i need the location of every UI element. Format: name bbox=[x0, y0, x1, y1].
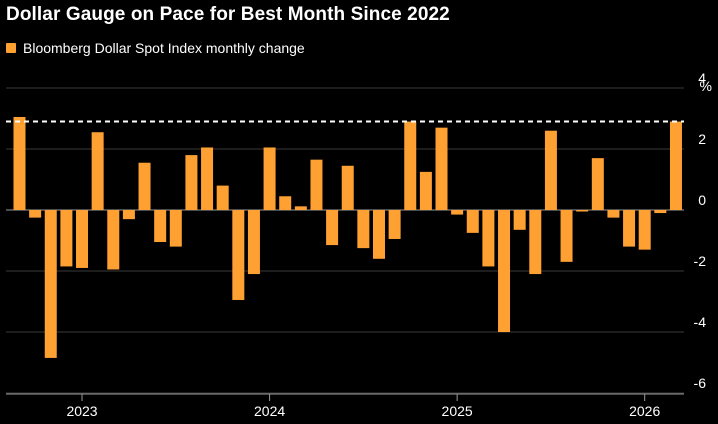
bar bbox=[498, 210, 511, 332]
bar bbox=[232, 210, 245, 300]
bar bbox=[623, 210, 636, 247]
bar bbox=[576, 210, 589, 212]
bar bbox=[669, 121, 682, 210]
bar bbox=[247, 210, 260, 275]
x-tick-label: 2026 bbox=[629, 403, 660, 419]
bar bbox=[138, 162, 151, 210]
bar bbox=[607, 210, 620, 218]
legend-swatch bbox=[6, 43, 16, 53]
bar bbox=[154, 210, 167, 243]
bar bbox=[451, 210, 464, 215]
y-tick-label: 4 bbox=[698, 70, 706, 86]
bar bbox=[216, 185, 229, 210]
bar bbox=[13, 116, 26, 210]
bar bbox=[201, 147, 214, 210]
bar bbox=[326, 210, 339, 246]
bar bbox=[29, 210, 42, 218]
bar bbox=[513, 210, 526, 230]
bar bbox=[91, 132, 104, 210]
bar bbox=[560, 210, 573, 262]
bar bbox=[185, 155, 198, 210]
bar bbox=[591, 158, 604, 210]
bar bbox=[638, 210, 651, 250]
bar bbox=[44, 210, 57, 358]
y-unit-label: % bbox=[700, 78, 712, 94]
bar bbox=[122, 210, 135, 220]
bar bbox=[466, 210, 479, 233]
legend-label: Bloomberg Dollar Spot Index monthly chan… bbox=[23, 40, 305, 56]
bar bbox=[529, 210, 542, 275]
bar bbox=[263, 147, 276, 210]
bar bbox=[654, 210, 667, 214]
bar bbox=[419, 171, 432, 210]
x-tick-label: 2024 bbox=[254, 403, 285, 419]
x-tick-label: 2025 bbox=[442, 403, 473, 419]
bar bbox=[404, 121, 417, 210]
x-tick-label: 2023 bbox=[66, 403, 97, 419]
bar bbox=[435, 127, 448, 210]
bar bbox=[60, 210, 73, 267]
bar bbox=[372, 210, 385, 259]
bar bbox=[294, 206, 307, 210]
bar bbox=[279, 196, 292, 210]
bar bbox=[388, 210, 401, 239]
y-tick-label: -6 bbox=[694, 375, 707, 391]
bar bbox=[482, 210, 495, 267]
y-tick-label: 0 bbox=[698, 192, 706, 208]
y-tick-label: 2 bbox=[698, 131, 706, 147]
chart-title: Dollar Gauge on Pace for Best Month Sinc… bbox=[6, 4, 450, 25]
bar bbox=[169, 210, 182, 247]
y-tick-label: -2 bbox=[694, 253, 707, 269]
bar bbox=[357, 210, 370, 249]
bar bbox=[107, 210, 120, 270]
legend: Bloomberg Dollar Spot Index monthly chan… bbox=[6, 40, 305, 56]
bar bbox=[76, 210, 89, 268]
bar bbox=[544, 130, 557, 210]
bar bbox=[310, 159, 323, 210]
bar bbox=[341, 165, 354, 210]
y-tick-label: -4 bbox=[694, 314, 707, 330]
